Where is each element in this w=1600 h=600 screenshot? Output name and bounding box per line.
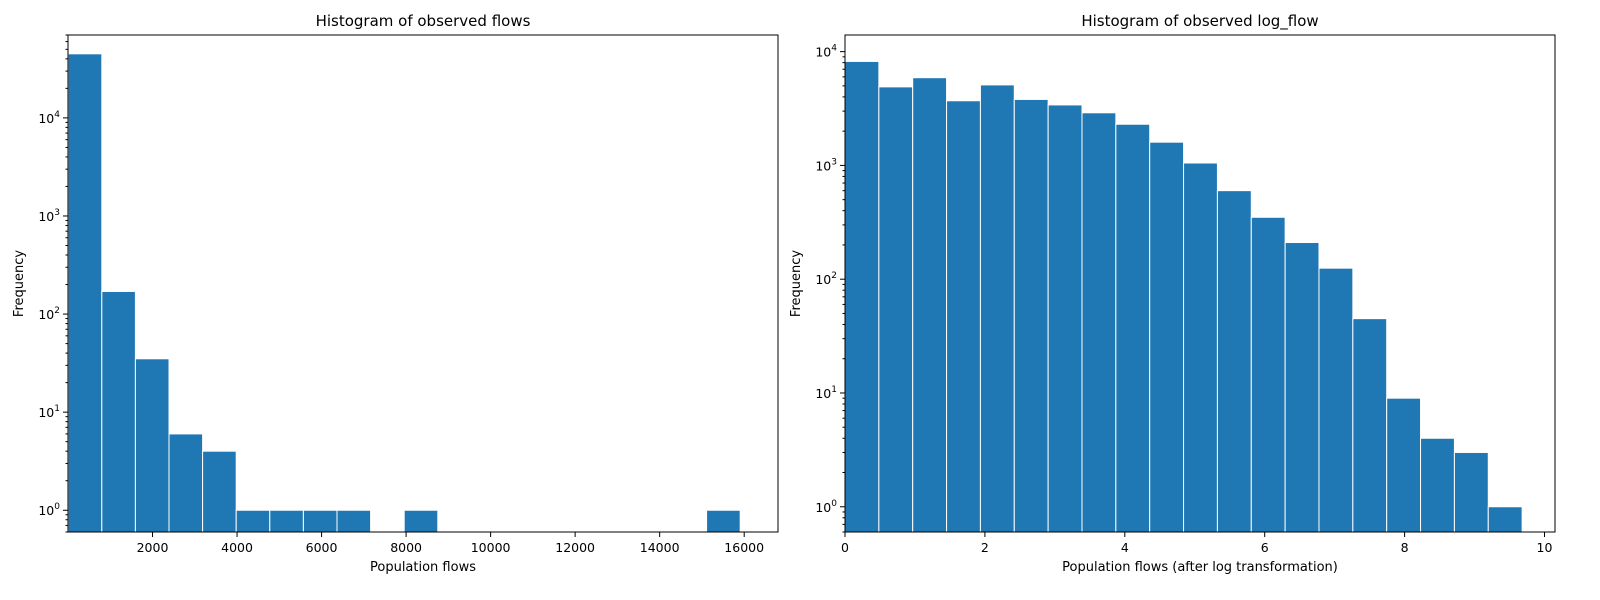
y-tick-label: 101	[815, 385, 837, 401]
histogram-bar	[269, 509, 304, 533]
x-tick-label: 2000	[137, 540, 169, 555]
histogram-bar	[1284, 242, 1320, 533]
bars	[844, 60, 1523, 533]
histogram-bar	[1013, 98, 1049, 533]
histogram-bar	[912, 77, 948, 533]
chart-title: Histogram of observed flows	[316, 12, 531, 30]
y-tick-label: 100	[815, 499, 837, 515]
x-tick-label: 10000	[471, 540, 511, 555]
histogram-bar	[403, 509, 439, 533]
histogram-bar	[168, 433, 204, 533]
chart-title: Histogram of observed log_flow	[1081, 12, 1318, 31]
y-axis-ticks: 100 101 102 103 104	[815, 44, 845, 533]
y-tick-label: 100	[38, 502, 60, 518]
histogram-bar	[1149, 141, 1185, 533]
x-tick-label: 12000	[555, 540, 595, 555]
bars	[67, 53, 741, 533]
histogram-bar	[1487, 506, 1523, 533]
histogram-bar	[302, 509, 338, 533]
histogram-flows-panel: 2000 4000 6000 8000 10000 12000 14000 160001001…	[12, 12, 779, 575]
x-tick-label: 8000	[390, 540, 422, 555]
histogram-bar	[1183, 162, 1218, 533]
x-axis-label: Population flows (after log transformati…	[1062, 560, 1338, 575]
y-tick-label: 102	[815, 271, 837, 287]
x-tick-label: 6	[1261, 540, 1269, 555]
histogram-bar	[979, 84, 1015, 533]
histogram-bar	[1352, 318, 1388, 533]
histogram-bar	[134, 358, 170, 533]
histogram-bar	[844, 60, 880, 533]
x-tick-label: 16000	[724, 540, 764, 555]
x-tick-label: 8	[1401, 540, 1409, 555]
histogram-bar	[1115, 123, 1151, 533]
x-tick-label: 10	[1537, 540, 1553, 555]
histogram-bar	[878, 86, 914, 533]
y-tick-label: 101	[38, 404, 60, 420]
y-tick-label: 102	[38, 306, 60, 322]
histogram-bar	[235, 509, 271, 533]
axes-frame	[844, 34, 1556, 533]
histogram-bar	[946, 100, 981, 533]
histogram-log-flow-panel: 0 2 4 6 8 10 100 101 102 103 104 Histogram of obser…	[789, 12, 1556, 575]
histogram-bar	[1047, 104, 1083, 533]
x-tick-label: 0	[841, 540, 849, 555]
histogram-bar	[1318, 267, 1354, 533]
x-tick-label: 14000	[640, 540, 680, 555]
histogram-bar	[1453, 451, 1489, 533]
x-axis-ticks: 2000 4000 6000 8000 10000 12000 14000 16000	[137, 532, 764, 555]
y-axis-label: Frequency	[789, 250, 804, 317]
histogram-bar	[1081, 112, 1117, 533]
histogram-bar	[101, 290, 136, 533]
histogram-bar	[1420, 437, 1455, 533]
y-axis-label: Frequency	[12, 250, 27, 317]
x-tick-label: 2	[981, 540, 989, 555]
histogram-bar	[202, 450, 237, 533]
x-axis-label: Population flows	[370, 560, 476, 575]
histogram-bar	[67, 53, 103, 533]
histogram-bar	[706, 509, 741, 533]
x-axis-ticks: 0 2 4 6 8 10	[841, 532, 1553, 555]
histogram-bar	[336, 509, 372, 533]
x-tick-label: 4	[1121, 540, 1129, 555]
y-tick-label: 103	[815, 157, 837, 173]
histogram-bar	[1216, 190, 1252, 533]
y-tick-label: 104	[815, 44, 837, 60]
y-axis-ticks: 100 101 102 103 104	[38, 34, 68, 533]
histogram-bar	[1250, 216, 1286, 533]
y-tick-label: 103	[38, 208, 60, 224]
axes-frame	[67, 34, 779, 533]
x-tick-label: 4000	[221, 540, 253, 555]
y-tick-label: 104	[38, 110, 60, 126]
x-tick-label: 6000	[306, 540, 338, 555]
histogram-bar	[1386, 397, 1422, 533]
